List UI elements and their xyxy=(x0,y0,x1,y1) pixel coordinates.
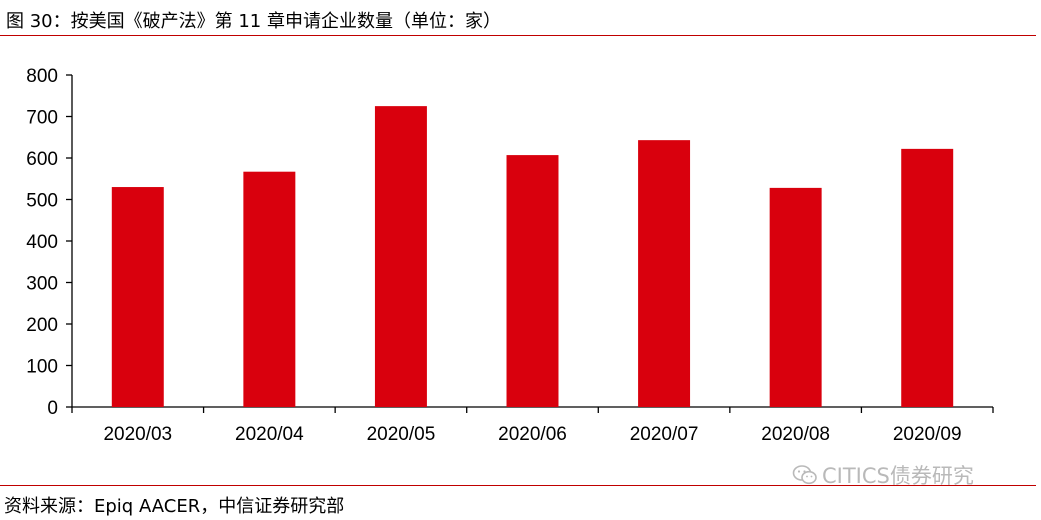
x-tick-label: 2020/05 xyxy=(367,424,436,445)
chart-title: 图 30：按美国《破产法》第 11 章申请企业数量（单位：家） xyxy=(6,11,501,32)
x-tick-label: 2020/04 xyxy=(235,424,304,445)
bar-2020-04 xyxy=(243,171,296,407)
header-rule xyxy=(0,35,1036,36)
bar-chart: 0 100 200 300 400 500 600 700 800 2020/03 2020/04… xyxy=(26,66,994,445)
y-tick-label: 500 xyxy=(26,191,58,212)
y-tick-label: 700 xyxy=(26,108,58,129)
watermark-text: CITICS债券研究 xyxy=(822,464,974,488)
y-tick-label: 200 xyxy=(26,315,58,336)
y-tick-label: 800 xyxy=(26,66,58,87)
x-tick-label: 2020/07 xyxy=(630,424,699,445)
bars xyxy=(111,106,954,407)
y-tick-label: 100 xyxy=(26,357,58,378)
wechat-icon xyxy=(792,465,817,485)
source-note: 资料来源：Epiq AACER，中信证券研究部 xyxy=(4,496,345,517)
bar-2020-06 xyxy=(506,155,559,407)
x-tick-label: 2020/03 xyxy=(103,424,172,445)
bar-2020-03 xyxy=(111,187,164,407)
watermark: CITICS债券研究 xyxy=(792,460,974,490)
x-axis: 2020/03 2020/04 2020/05 2020/06 2020/07 2020/… xyxy=(71,406,994,445)
y-tick-label: 400 xyxy=(26,232,58,253)
y-tick-label: 300 xyxy=(26,274,58,295)
x-tick-label: 2020/08 xyxy=(761,424,830,445)
bar-2020-07 xyxy=(638,140,691,407)
x-tick-label: 2020/09 xyxy=(893,424,962,445)
y-axis: 0 100 200 300 400 500 600 700 800 xyxy=(26,66,73,419)
footer-rule xyxy=(0,485,1036,486)
y-tick-label: 600 xyxy=(26,149,58,170)
bar-2020-08 xyxy=(769,187,822,407)
bar-2020-05 xyxy=(374,106,427,407)
x-tick-label: 2020/06 xyxy=(498,424,567,445)
bar-2020-09 xyxy=(901,148,954,407)
y-tick-label: 0 xyxy=(47,398,58,419)
